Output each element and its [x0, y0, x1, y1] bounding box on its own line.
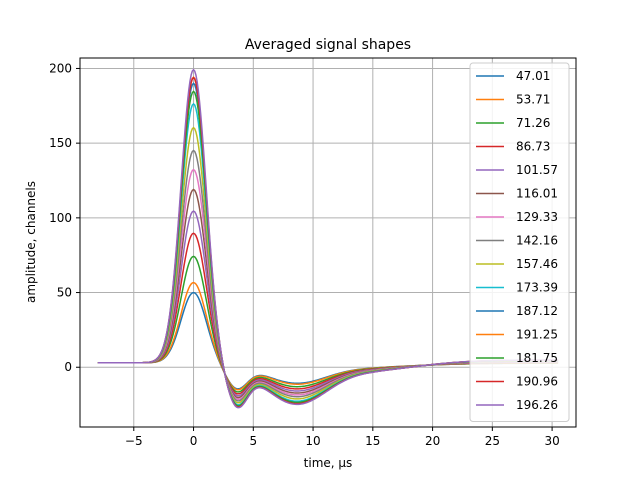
chart-title: Averaged signal shapes	[245, 37, 411, 53]
y-tick-label: 200	[49, 61, 72, 75]
legend-label: 173.39	[516, 281, 558, 295]
y-axis-label: amplitude, channels	[24, 181, 38, 303]
x-tick-label: 25	[485, 434, 500, 448]
y-tick-label: 150	[49, 136, 72, 150]
legend-label: 47.01	[516, 69, 550, 83]
legend-label: 71.26	[516, 116, 550, 130]
x-tick-label: 0	[190, 434, 198, 448]
x-tick-label: −5	[125, 434, 143, 448]
y-tick-label: 50	[57, 286, 72, 300]
x-axis-ticks: −5 0 5 10 15 20 25 30	[125, 427, 560, 448]
legend-label: 190.96	[516, 375, 558, 389]
legend-label: 196.26	[516, 398, 558, 412]
x-tick-label: 30	[544, 434, 559, 448]
x-tick-label: 15	[365, 434, 380, 448]
legend-label: 129.33	[516, 210, 558, 224]
x-tick-label: 5	[249, 434, 257, 448]
legend-label: 191.25	[516, 328, 558, 342]
y-axis-ticks: 0 50 100 150 200	[49, 61, 80, 374]
y-tick-label: 0	[64, 360, 72, 374]
legend-label: 181.75	[516, 351, 558, 365]
legend-label: 142.16	[516, 234, 558, 248]
x-axis-label: time, µs	[304, 456, 353, 470]
legend-label: 101.57	[516, 163, 558, 177]
legend-label: 53.71	[516, 93, 550, 107]
y-tick-label: 100	[49, 211, 72, 225]
legend-label: 116.01	[516, 187, 558, 201]
legend: 47.01 53.71 71.26 86.73 101.57 116.01 129.33 14…	[469, 62, 570, 422]
legend-box	[469, 62, 570, 422]
legend-label: 157.46	[516, 257, 558, 271]
x-tick-label: 20	[425, 434, 440, 448]
plot-frame	[79, 57, 577, 428]
x-tick-label: 10	[305, 434, 320, 448]
legend-label: 86.73	[516, 140, 550, 154]
legend-label: 187.12	[516, 304, 558, 318]
